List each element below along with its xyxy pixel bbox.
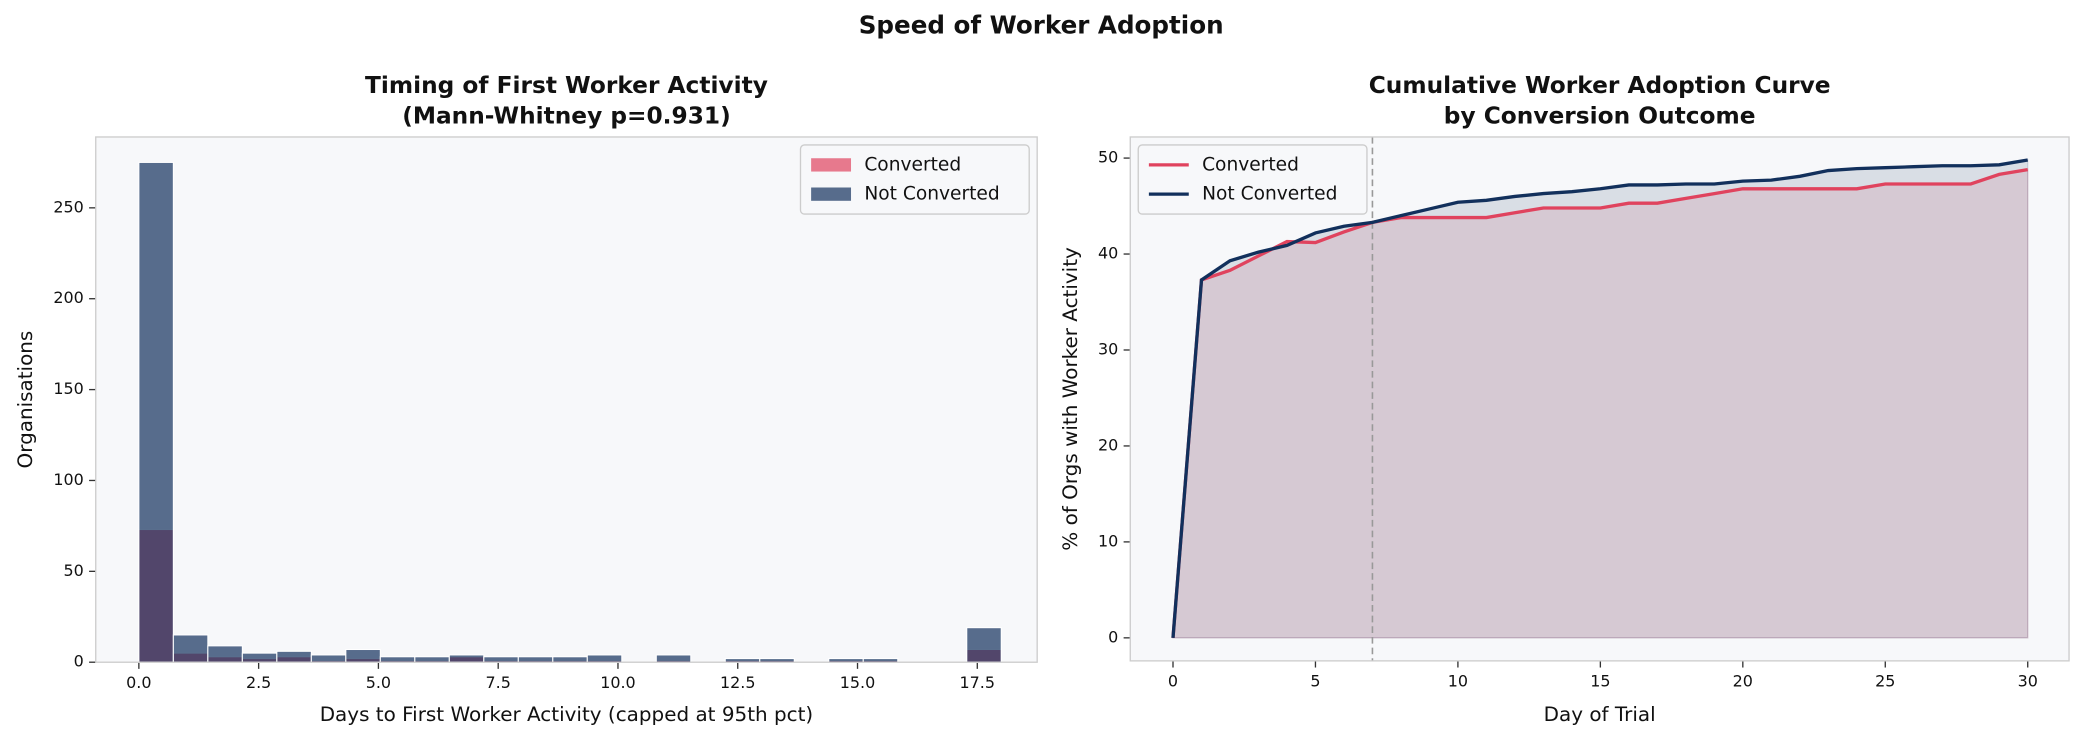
histogram-bar <box>276 650 312 663</box>
x-axis-label: Days to First Worker Activity (capped at… <box>320 702 813 726</box>
x-tick-label: 17.5 <box>960 673 996 692</box>
histogram-bar <box>655 654 692 663</box>
legend-box <box>1137 144 1368 215</box>
histogram-bar <box>586 654 623 663</box>
y-axis-label: Organisations <box>13 331 37 469</box>
x-tick-label: 15 <box>1590 672 1610 691</box>
plot-frame <box>1129 136 2070 662</box>
histogram-bar <box>207 645 243 663</box>
x-tick-label: 0.0 <box>126 673 151 692</box>
histogram-bar <box>310 654 347 663</box>
x-tick-label: 2.5 <box>246 673 271 692</box>
legend-label: Not Converted <box>1202 184 1337 205</box>
plot-frame <box>95 136 1038 663</box>
x-tick-label: 10.0 <box>600 673 636 692</box>
histogram-bar <box>448 654 485 663</box>
x-axis-label: Day of Trial <box>1544 702 1656 726</box>
plot-area <box>1130 136 2070 661</box>
histogram-bar <box>517 656 554 663</box>
legend-box <box>799 144 1030 215</box>
x-tick-label: 12.5 <box>720 673 756 692</box>
histogram-bar <box>966 627 1002 663</box>
chart-title: by Conversion Outcome <box>1444 103 1756 130</box>
figure-title: Speed of Worker Adoption <box>859 11 1224 40</box>
histogram-bar <box>138 161 174 663</box>
y-axis-label: % of Orgs with Worker Activity <box>1058 247 1082 551</box>
y-tick-label: 0 <box>1108 627 1118 646</box>
y-tick-label: 50 <box>63 561 83 580</box>
y-tick-label: 30 <box>1098 339 1118 358</box>
histogram-bar <box>552 656 588 663</box>
histogram-bar <box>345 648 381 663</box>
legend-swatch <box>811 158 852 172</box>
y-tick-label: 150 <box>53 379 83 398</box>
legend-swatch <box>811 187 852 201</box>
y-tick-label: 20 <box>1098 435 1118 454</box>
plot-area <box>95 136 1038 663</box>
x-tick-label: 15.0 <box>840 673 876 692</box>
x-tick-label: 20 <box>1733 672 1753 691</box>
x-tick-label: 25 <box>1875 672 1895 691</box>
y-tick-label: 250 <box>53 197 83 216</box>
x-tick-label: 5 <box>1310 672 1320 691</box>
histogram-bar <box>172 634 209 663</box>
histogram-bar <box>483 656 519 663</box>
y-tick-label: 40 <box>1098 244 1118 263</box>
chart-title: Timing of First Worker Activity <box>365 72 768 99</box>
histogram-bar <box>414 656 450 663</box>
chart-title: Cumulative Worker Adoption Curve <box>1369 72 1831 99</box>
legend-label: Converted <box>1202 154 1299 175</box>
histogram-bar <box>379 656 416 663</box>
legend-label: Converted <box>864 154 961 175</box>
y-tick-label: 200 <box>53 288 83 307</box>
x-tick-label: 7.5 <box>486 673 511 692</box>
x-tick-label: 0 <box>1168 672 1178 691</box>
chart-title: (Mann-Whitney p=0.931) <box>402 103 731 130</box>
y-tick-label: 10 <box>1098 531 1118 550</box>
line <box>1171 167 2029 638</box>
legend-label: Not Converted <box>864 184 999 205</box>
y-tick-label: 50 <box>1098 148 1118 167</box>
x-tick-label: 10 <box>1448 672 1468 691</box>
line <box>1171 158 2029 638</box>
y-tick-label: 100 <box>53 470 83 489</box>
histogram-bar <box>241 652 278 663</box>
x-tick-label: 5.0 <box>366 673 391 692</box>
x-tick-label: 30 <box>2018 672 2038 691</box>
y-tick-label: 0 <box>74 652 84 671</box>
